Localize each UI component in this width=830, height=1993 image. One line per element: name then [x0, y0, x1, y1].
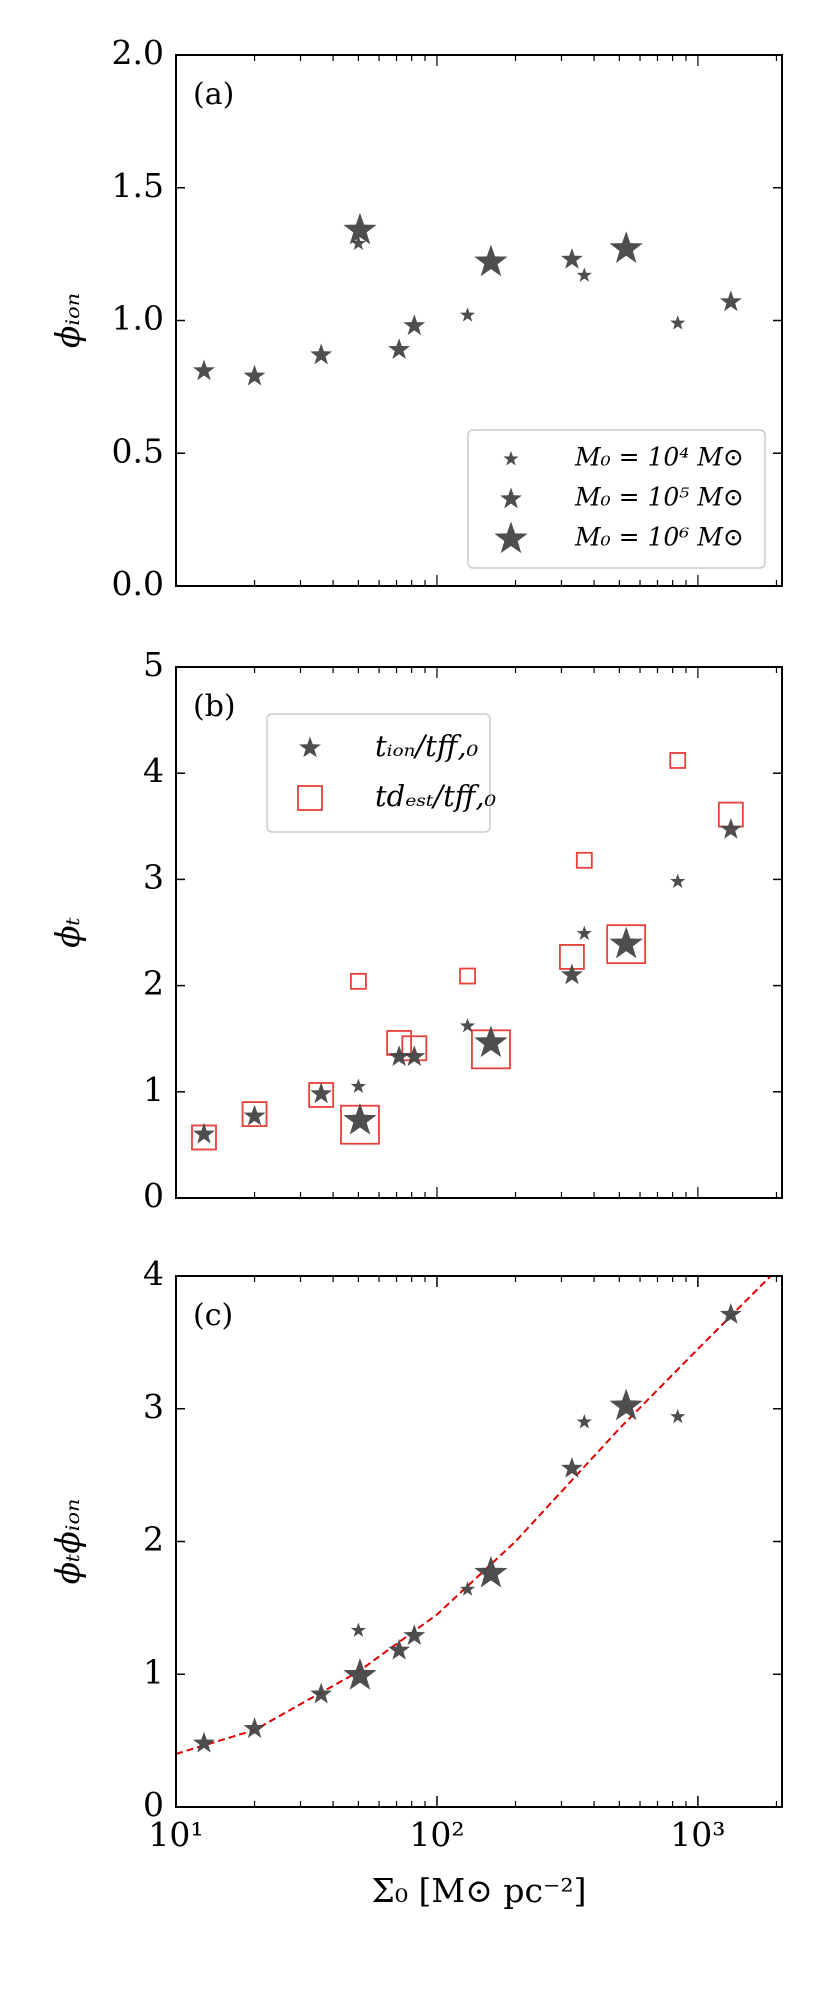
marks — [176, 1276, 772, 1755]
legend-label: M₀ = 10⁶ M⊙ — [574, 523, 744, 552]
star-marker — [560, 247, 583, 269]
star-marker — [243, 364, 266, 386]
star-marker — [576, 925, 592, 941]
y-tick-label: 3 — [143, 1387, 164, 1426]
y-tick-label: 2 — [143, 964, 164, 1003]
star-marker — [500, 487, 522, 509]
y-axis-label: ϕₜ — [48, 917, 87, 948]
star-marker — [474, 1025, 508, 1058]
star-marker — [719, 817, 742, 839]
star-marker — [193, 359, 215, 381]
star-marker — [350, 235, 367, 250]
star-marker — [609, 926, 643, 959]
star-marker — [310, 1682, 333, 1704]
star-marker — [403, 1045, 426, 1067]
y-tick-label: 0 — [143, 1785, 164, 1824]
y-tick-label: 0.5 — [112, 431, 164, 470]
square-marker — [297, 785, 323, 811]
y-tick-label: 1 — [143, 1070, 164, 1109]
star-marker — [576, 1414, 592, 1429]
y-tick-label: 1 — [143, 1652, 164, 1691]
star-marker — [388, 1638, 411, 1660]
x-tick-label: 10² — [409, 1815, 464, 1854]
square-marker — [241, 1101, 268, 1128]
square-marker — [350, 972, 367, 990]
legend-label: tdₑₛₜ/tff,₀ — [375, 779, 497, 813]
star-marker — [503, 451, 519, 466]
star-marker — [388, 1045, 411, 1067]
x-tick-label: 10³ — [670, 1815, 725, 1854]
y-axis-label: ϕₜϕᵢₒₙ — [48, 1499, 87, 1585]
star-marker — [670, 315, 686, 330]
star-marker — [719, 1303, 742, 1324]
star-marker — [343, 1102, 377, 1135]
star-marker — [609, 231, 643, 263]
star-marker — [560, 1456, 583, 1478]
y-axis-label: ϕᵢₒₙ — [48, 293, 87, 348]
panel-label: (c) — [193, 1298, 233, 1333]
square-marker — [669, 752, 687, 769]
star-marker — [670, 1408, 686, 1424]
star-marker — [310, 343, 333, 365]
star-marker — [403, 1624, 426, 1646]
square-marker — [459, 967, 476, 985]
star-marker — [474, 244, 508, 277]
star-marker — [609, 1388, 643, 1421]
x-tick-label: 10¹ — [148, 1815, 203, 1854]
y-tick-label: 0.0 — [112, 564, 164, 603]
star-marker — [310, 1082, 333, 1104]
star-marker — [719, 290, 742, 312]
star-marker — [474, 1555, 508, 1588]
star-marker — [459, 307, 476, 322]
panel: 0 1 2 3 4 5 (b) ϕₜ tᵢₒₙ/tff,₀ tdₑₛₜ/tff,₀ — [48, 645, 783, 1215]
star-marker — [193, 1122, 215, 1144]
y-tick-label: 4 — [143, 1254, 164, 1293]
marks — [191, 752, 744, 1151]
y-tick-label: 3 — [143, 857, 164, 896]
marks — [193, 212, 742, 386]
x-axis-label: Σ₀ [M⊙ pc⁻²] — [372, 1871, 587, 1910]
fit-line — [176, 1276, 772, 1755]
star-marker — [576, 267, 592, 282]
y-tick-label: 1.0 — [112, 299, 164, 338]
star-marker — [193, 1731, 215, 1753]
star-marker — [299, 736, 321, 758]
star-marker — [403, 314, 426, 336]
legend-label: tᵢₒₙ/tff,₀ — [375, 729, 479, 763]
y-tick-label: 2.0 — [112, 33, 164, 72]
star-marker — [459, 1017, 476, 1033]
star-marker — [388, 338, 411, 360]
star-marker — [560, 963, 583, 985]
y-tick-label: 4 — [143, 751, 164, 790]
square-marker — [606, 924, 647, 965]
plot-frame — [175, 54, 783, 587]
y-tick-label: 5 — [143, 645, 164, 684]
star-marker — [350, 1622, 367, 1637]
legend-box — [467, 429, 766, 569]
star-marker — [343, 212, 377, 245]
panel: 0 1 2 3 4 10¹ 10² 10³ (c) ϕₜϕᵢₒₙ Σ₀ [M⊙ pc⁻²] — [48, 1254, 783, 1910]
panel-label: (b) — [193, 689, 236, 724]
panel-label: (a) — [193, 77, 234, 112]
star-marker — [459, 1581, 476, 1596]
legend: tᵢₒₙ/tff,₀ tdₑₛₜ/tff,₀ — [266, 713, 497, 833]
y-tick-label: 1.5 — [112, 166, 164, 205]
y-tick-label: 2 — [143, 1520, 164, 1559]
star-marker — [350, 1078, 367, 1093]
star-marker — [243, 1104, 266, 1126]
star-marker — [670, 873, 686, 888]
square-marker — [575, 851, 593, 869]
plot-frame — [175, 1275, 783, 1808]
legend: M₀ = 10⁴ M⊙ M₀ = 10⁵ M⊙ M₀ = 10⁶ M⊙ — [467, 429, 766, 569]
star-marker — [343, 1658, 377, 1690]
plot-frame — [175, 666, 783, 1199]
star-marker — [243, 1717, 266, 1738]
legend-label: M₀ = 10⁵ M⊙ — [574, 483, 744, 512]
legend-label: M₀ = 10⁴ M⊙ — [574, 443, 744, 472]
star-marker — [494, 521, 528, 554]
y-tick-label: 0 — [143, 1176, 164, 1215]
